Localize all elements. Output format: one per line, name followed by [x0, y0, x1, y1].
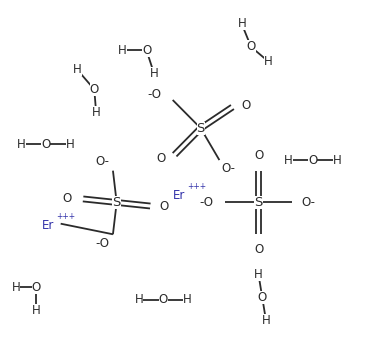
Text: H: H — [183, 293, 192, 306]
Text: O-: O- — [302, 196, 316, 209]
Text: H: H — [66, 137, 74, 151]
Text: H: H — [237, 18, 246, 31]
Text: O: O — [242, 99, 251, 112]
Text: -O: -O — [95, 237, 109, 250]
Text: H: H — [333, 154, 341, 167]
Text: O: O — [41, 137, 50, 151]
Text: H: H — [32, 304, 41, 317]
Text: O: O — [254, 243, 263, 256]
Text: H: H — [118, 44, 127, 57]
Text: H: H — [254, 269, 263, 281]
Text: O: O — [142, 44, 151, 57]
Text: -O: -O — [147, 88, 161, 101]
Text: Er: Er — [42, 219, 54, 232]
Text: H: H — [284, 154, 293, 167]
Text: S: S — [197, 122, 205, 135]
Text: O-: O- — [95, 155, 109, 168]
Text: +++: +++ — [187, 182, 206, 191]
Text: O: O — [308, 154, 317, 167]
Text: H: H — [263, 55, 272, 67]
Text: H: H — [17, 137, 26, 151]
Text: S: S — [254, 196, 263, 209]
Text: O: O — [32, 281, 41, 294]
Text: H: H — [262, 314, 271, 327]
Text: H: H — [150, 67, 158, 80]
Text: Er: Er — [173, 189, 185, 202]
Text: S: S — [113, 196, 121, 209]
Text: O: O — [63, 192, 72, 205]
Text: O: O — [90, 83, 99, 96]
Text: O: O — [159, 293, 168, 306]
Text: H: H — [11, 281, 20, 294]
Text: H: H — [92, 106, 100, 119]
Text: O-: O- — [221, 162, 235, 176]
Text: O: O — [258, 292, 267, 304]
Text: +++: +++ — [56, 212, 75, 221]
Text: O: O — [156, 152, 165, 165]
Text: O: O — [246, 41, 256, 53]
Text: O: O — [254, 149, 263, 162]
Text: -O: -O — [200, 196, 214, 209]
Text: H: H — [73, 64, 82, 76]
Text: H: H — [135, 293, 144, 306]
Text: O: O — [160, 200, 169, 213]
